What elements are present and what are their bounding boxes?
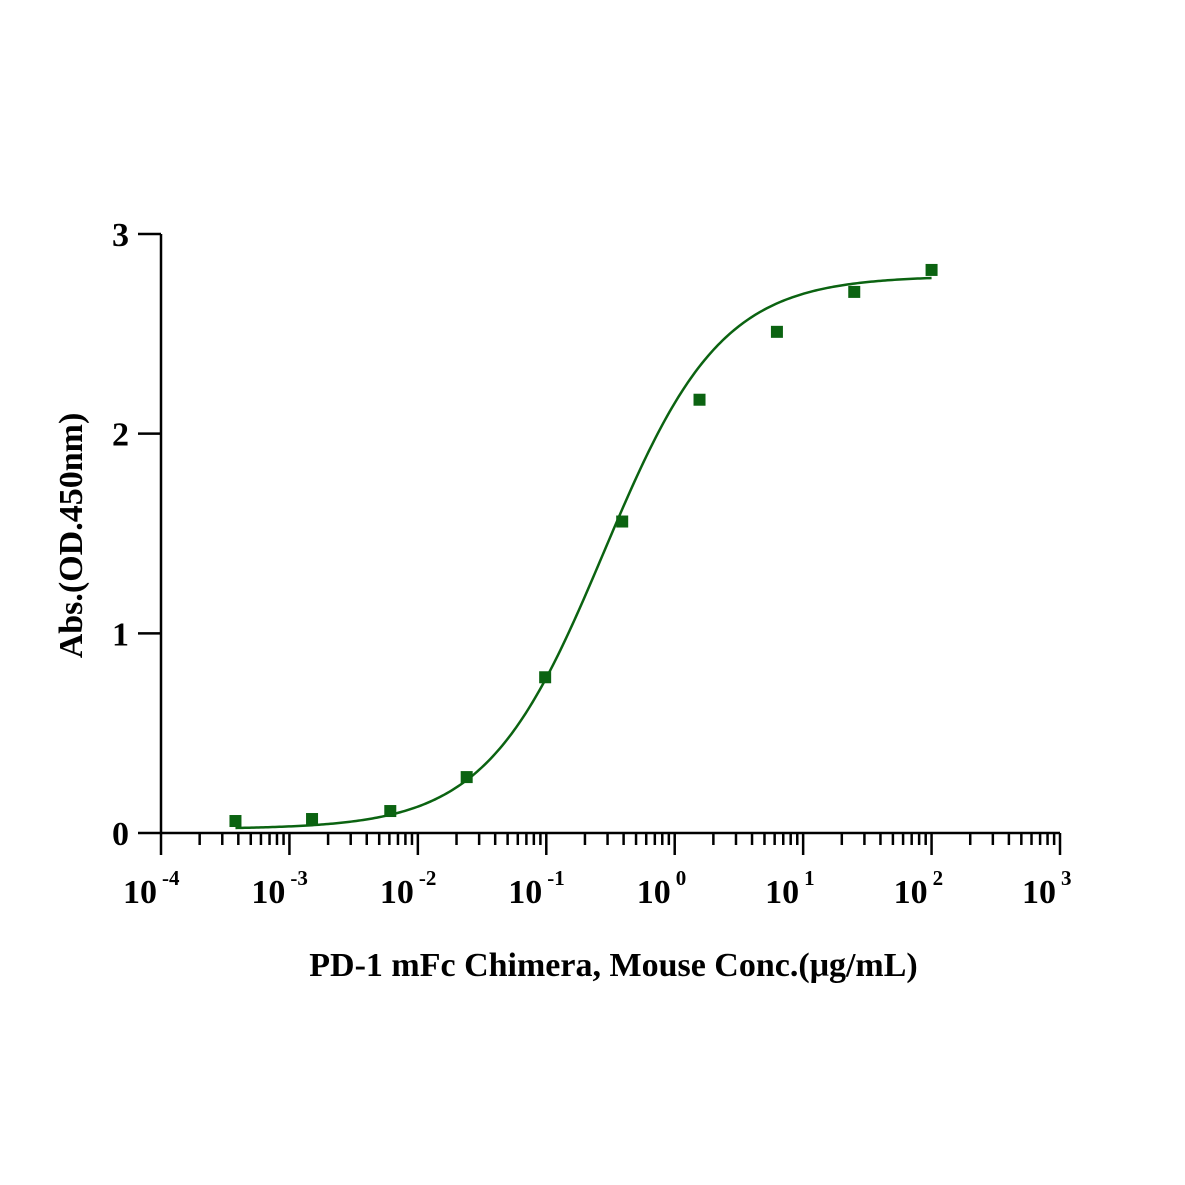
x-tick-base: 10 (894, 874, 928, 911)
x-tick-base: 10 (1022, 874, 1056, 911)
data-point (616, 515, 629, 528)
x-tick-exponent: -3 (290, 866, 308, 890)
x-tick-base: 10 (508, 874, 542, 911)
data-point (229, 815, 242, 828)
x-tick-exponent: 2 (933, 866, 944, 890)
x-tick-exponent: 1 (804, 866, 815, 890)
x-tick-exponent: 0 (676, 866, 687, 890)
data-point (925, 263, 938, 276)
y-tick-label: 2 (112, 417, 129, 454)
data-points (229, 263, 938, 828)
x-tick-base: 10 (123, 874, 157, 911)
x-tick-label: 10 -2 (380, 866, 437, 911)
fit-curve (235, 276, 932, 830)
data-point (306, 813, 319, 826)
x-tick-label: 10 1 (765, 866, 815, 911)
x-tick-exponent: -2 (419, 866, 437, 890)
x-tick-exponent: 3 (1061, 866, 1072, 890)
y-tick-label: 3 (112, 217, 129, 254)
data-point (539, 671, 552, 684)
data-point (770, 325, 783, 338)
x-tick-label: 10 0 (637, 866, 687, 911)
data-point (384, 805, 397, 818)
x-axis-title: PD-1 mFc Chimera, Mouse Conc.(μg/mL) (309, 947, 917, 984)
y-ticks: 0 1 2 3 (112, 217, 161, 853)
x-tick-base: 10 (765, 874, 799, 911)
x-tick-exponent: -1 (547, 866, 565, 890)
x-tick-label: 10 -1 (508, 866, 565, 911)
y-axis-title: Abs.(OD.450nm) (53, 413, 90, 659)
x-tick-base: 10 (637, 874, 671, 911)
x-tick-base: 10 (251, 874, 285, 911)
fit-curves (235, 276, 932, 830)
x-tick-label: 10 3 (1022, 866, 1072, 911)
data-point (460, 771, 473, 784)
data-point (848, 285, 861, 298)
x-tick-label: 10 2 (894, 866, 944, 911)
x-ticks: 10 -4 10 -3 10 -2 10 -1 10 0 10 1 10 2 10 3 (123, 833, 1072, 911)
y-tick-label: 0 (112, 816, 129, 853)
x-tick-exponent: -4 (162, 866, 180, 890)
x-tick-base: 10 (380, 874, 414, 911)
y-tick-label: 1 (112, 616, 129, 653)
x-tick-label: 10 -4 (123, 866, 180, 911)
x-tick-label: 10 -3 (251, 866, 308, 911)
data-point (693, 393, 706, 406)
axes (159, 234, 1060, 835)
